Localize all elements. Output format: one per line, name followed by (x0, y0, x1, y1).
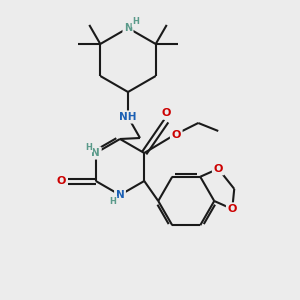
Text: N: N (92, 148, 100, 158)
Text: O: O (162, 108, 171, 118)
Text: NH: NH (119, 112, 137, 122)
Text: N: N (116, 190, 124, 200)
Text: H: H (85, 142, 92, 152)
Text: O: O (172, 130, 181, 140)
Text: O: O (228, 204, 237, 214)
Text: H: H (110, 196, 116, 206)
Text: O: O (56, 176, 65, 186)
Text: H: H (133, 17, 140, 26)
Text: O: O (214, 164, 223, 174)
Text: N: N (124, 23, 132, 33)
